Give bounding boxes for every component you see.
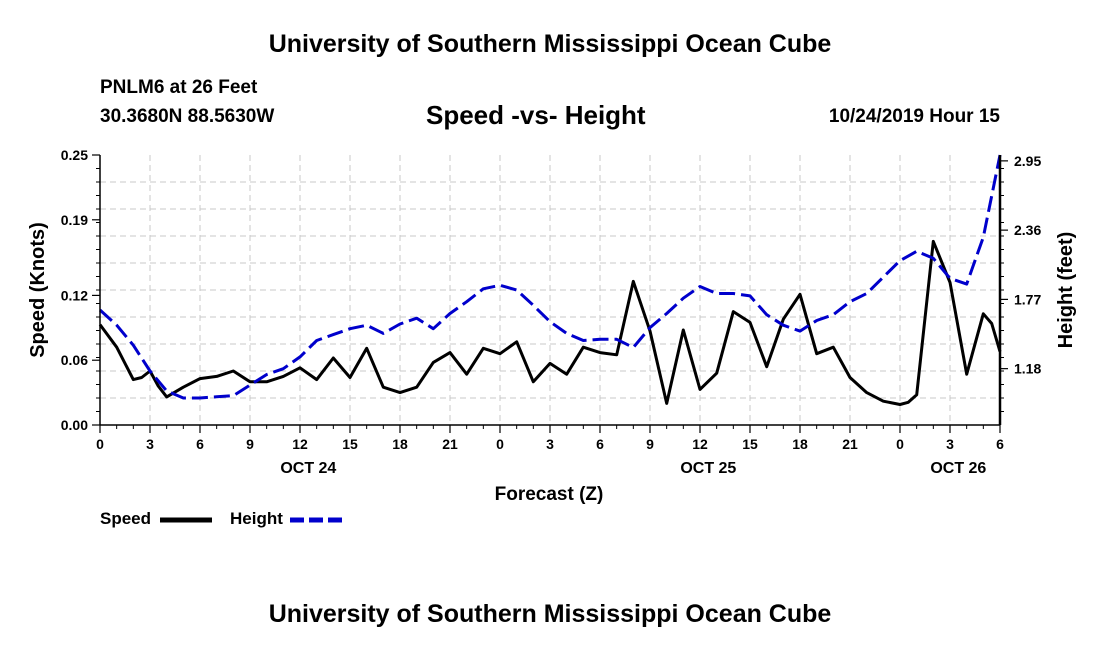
x-tick-label: 3 [146, 436, 154, 452]
x-tick-label: 12 [692, 436, 708, 452]
y-axis-label: Speed (Knots) [27, 222, 49, 358]
x-date-label: OCT 24 [280, 460, 336, 477]
y2-tick-label: 1.77 [1014, 291, 1041, 307]
legend-swatch-height [290, 517, 342, 523]
y-tick-label: 0.12 [61, 287, 88, 303]
x-tick-label: 3 [546, 436, 554, 452]
grid-lines [100, 155, 1000, 425]
x-date-label: OCT 25 [680, 460, 736, 477]
y2-tick-label: 2.36 [1014, 222, 1041, 238]
x-tick-label: 18 [392, 436, 408, 452]
y-tick-label: 0.06 [61, 352, 88, 368]
page-title: University of Southern Mississippi Ocean… [268, 30, 832, 58]
y-tick-label: 0.25 [61, 147, 88, 163]
x-tick-label: 15 [342, 436, 358, 452]
x-axis-label: Forecast (Z) [495, 484, 604, 505]
series-line-speed [98, 239, 1002, 406]
x-tick-label: 6 [996, 436, 1004, 452]
x-tick-label: 6 [596, 436, 604, 452]
x-tick-label: 12 [292, 436, 308, 452]
x-tick-label: 15 [742, 436, 758, 452]
x-tick-label: 21 [442, 436, 458, 452]
x-tick-label: 0 [896, 436, 904, 452]
x-tick-label: 18 [792, 436, 808, 452]
x-tick-label: 0 [496, 436, 504, 452]
y2-axis-label: Height (feet) [1055, 232, 1077, 349]
axes: 0 3 6 9 12 15 18 21 0 3 6 9 12 15 18 21 0 3 6 OCT 24 OCT 25 O… [61, 147, 1042, 477]
legend-label-height: Height [230, 509, 283, 528]
speed-height-chart: 0 3 6 9 12 15 18 21 0 3 6 9 12 15 18 21 0 3 6 OCT 24 OCT 25 O… [27, 147, 1077, 505]
y2-tick-label: 1.18 [1014, 361, 1041, 377]
y-tick-label: 0.00 [61, 417, 88, 433]
station-coordinates: 30.3680N 88.5630W [100, 106, 275, 127]
x-tick-label: 21 [842, 436, 858, 452]
x-date-label: OCT 26 [930, 460, 986, 477]
series-lines [98, 154, 1002, 406]
forecast-timestamp: 10/24/2019 Hour 15 [828, 106, 1000, 127]
x-tick-label: 9 [246, 436, 254, 452]
x-tick-label: 0 [96, 436, 104, 452]
x-tick-label: 6 [196, 436, 204, 452]
station-name: PNLM6 at 26 Feet [100, 77, 258, 98]
footer-title: University of Southern Mississippi Ocean… [268, 600, 832, 628]
x-tick-label: 9 [646, 436, 654, 452]
y-tick-label: 0.19 [61, 212, 88, 228]
legend-swatch-speed [160, 517, 212, 523]
y2-tick-label: 2.95 [1014, 153, 1041, 169]
x-tick-label: 3 [946, 436, 954, 452]
chart-title: Speed -vs- Height [426, 100, 646, 130]
legend-label-speed: Speed [100, 509, 152, 528]
